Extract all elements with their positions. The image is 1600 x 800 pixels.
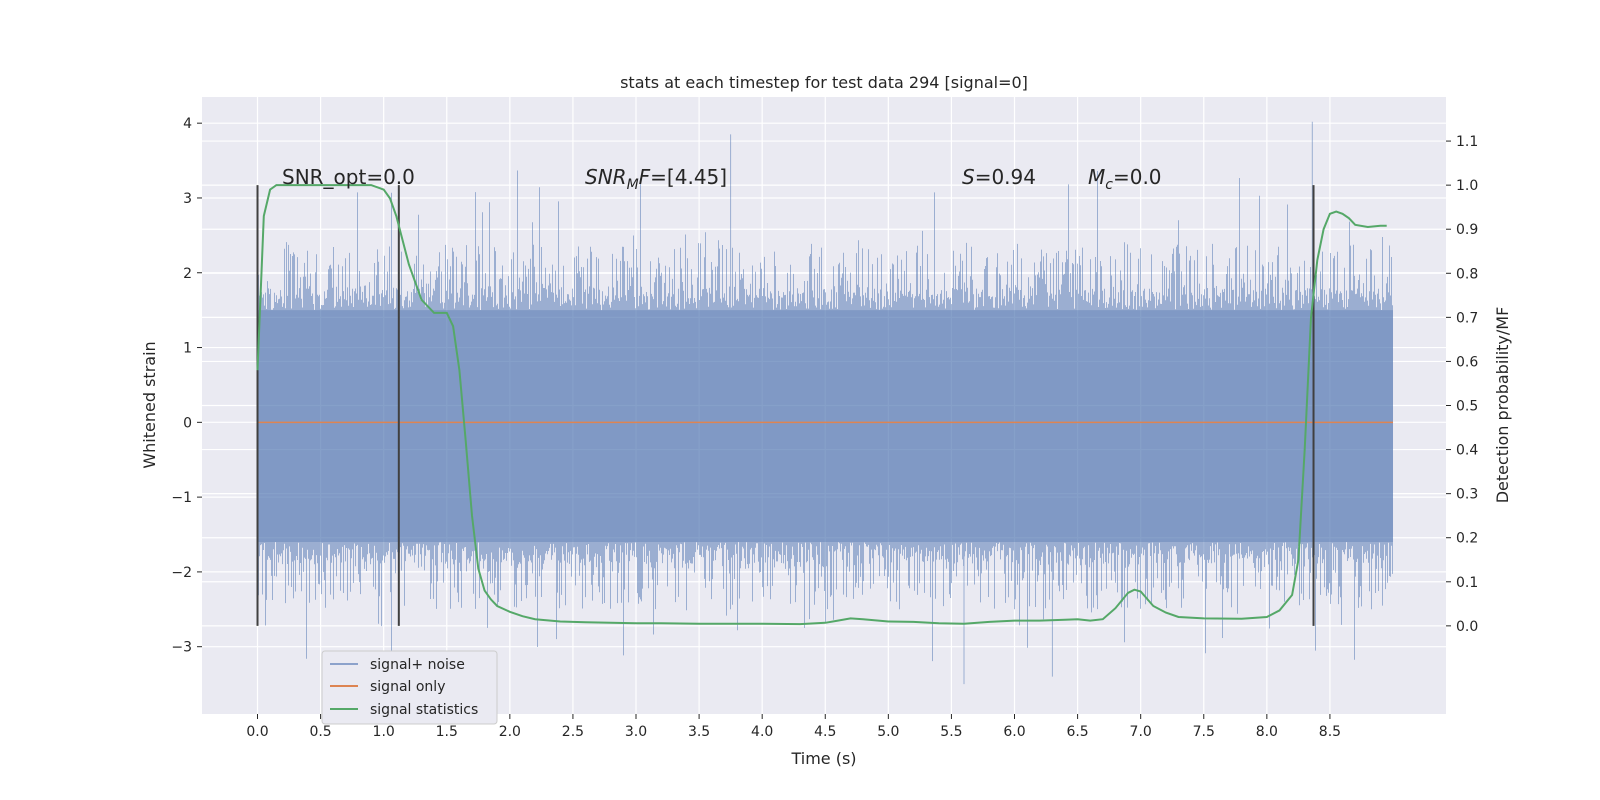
y2-tick-label: 0.1 <box>1456 575 1478 591</box>
annotation-s-rest: =0.94 <box>975 165 1036 189</box>
y2-tick-label: 0.5 <box>1456 399 1478 415</box>
x-tick-label: 3.0 <box>625 724 647 740</box>
annotation-snr-opt: SNR_opt=0.0 <box>282 165 415 189</box>
y-axis-ticks: −3 −2 −1 0 1 2 3 4 <box>171 116 202 656</box>
legend-label-signal-statistics: signal statistics <box>370 702 478 718</box>
y2-tick-label: 0.9 <box>1456 222 1478 238</box>
annotation-snr-mf-rest-f: F <box>639 165 651 189</box>
y2-axis-ticks: 0.0 0.1 0.2 0.3 0.4 0.5 0.6 0.7 0.8 0.9 1.0 1.1 <box>1446 134 1478 635</box>
y-tick-label: −3 <box>171 640 192 656</box>
y2-tick-label: 0.6 <box>1456 354 1478 370</box>
annotation-s-var: S <box>962 165 975 189</box>
x-tick-label: 6.5 <box>1066 724 1088 740</box>
y2-tick-label: 0.4 <box>1456 443 1478 459</box>
y2-tick-label: 1.0 <box>1456 178 1478 194</box>
x-tick-label: 4.5 <box>814 724 836 740</box>
series-signal-noise <box>257 121 1394 685</box>
x-tick-label: 3.5 <box>688 724 710 740</box>
annotation-snr-mf-sub: M <box>627 177 639 193</box>
y-tick-label: 1 <box>183 341 192 357</box>
y2-tick-label: 0.3 <box>1456 487 1478 503</box>
y2-tick-label: 0.0 <box>1456 619 1478 635</box>
y-tick-label: 3 <box>183 191 192 207</box>
annotation-mc: Mc=0.0 <box>1088 165 1162 193</box>
annotation-snr-mf-rest: =[4.45] <box>650 165 727 189</box>
y-tick-label: 2 <box>183 266 192 282</box>
y-tick-label: 0 <box>183 415 192 431</box>
x-tick-label: 0.0 <box>246 724 268 740</box>
y2-tick-label: 0.8 <box>1456 266 1478 282</box>
y-axis-label: Whitened strain <box>140 341 159 468</box>
x-axis-label: Time (s) <box>790 749 856 768</box>
annotation-snr-mf: SNRMF=[4.45] <box>585 165 727 193</box>
vertical-markers <box>256 185 1315 626</box>
annotation-mc-sub: c <box>1105 177 1113 193</box>
x-tick-label: 7.0 <box>1130 724 1152 740</box>
annotation-snr-mf-main: SNR <box>585 165 627 189</box>
y2-tick-label: 0.2 <box>1456 531 1478 547</box>
legend-label-signal-noise: signal+ noise <box>370 657 465 673</box>
x-tick-label: 1.0 <box>373 724 395 740</box>
x-tick-label: 5.5 <box>940 724 962 740</box>
annotation-mc-var: M <box>1088 165 1105 189</box>
annotation-mc-rest: =0.0 <box>1113 165 1162 189</box>
y2-axis-label: Detection probability/MF <box>1493 307 1512 504</box>
y-tick-label: 4 <box>183 116 192 132</box>
x-tick-label: 5.0 <box>877 724 899 740</box>
x-tick-label: 4.0 <box>751 724 773 740</box>
x-axis-ticks: 0.0 0.5 1.0 1.5 2.0 2.5 3.0 3.5 4.0 4.5 5.0 5.5 6.0 6… <box>246 714 1341 740</box>
chart-title: stats at each timestep for test data 294… <box>620 73 1028 92</box>
series-signal-statistics <box>256 184 1387 626</box>
y2-tick-label: 0.7 <box>1456 310 1478 326</box>
legend-label-signal-only: signal only <box>370 679 445 695</box>
y2-tick-label: 1.1 <box>1456 134 1478 150</box>
noise-core <box>257 310 1394 542</box>
annotation-s: S=0.94 <box>962 165 1036 189</box>
x-tick-label: 0.5 <box>309 724 331 740</box>
x-tick-label: 6.0 <box>1003 724 1025 740</box>
x-tick-label: 1.5 <box>436 724 458 740</box>
x-tick-label: 2.5 <box>562 724 584 740</box>
y-tick-label: −1 <box>171 490 192 506</box>
x-tick-label: 2.0 <box>499 724 521 740</box>
x-tick-label: 8.0 <box>1256 724 1278 740</box>
x-tick-label: 7.5 <box>1193 724 1215 740</box>
y-tick-label: −2 <box>171 565 192 581</box>
legend-box <box>321 650 498 725</box>
x-tick-label: 8.5 <box>1319 724 1341 740</box>
legend: signal+ noise signal only signal statist… <box>321 650 498 725</box>
